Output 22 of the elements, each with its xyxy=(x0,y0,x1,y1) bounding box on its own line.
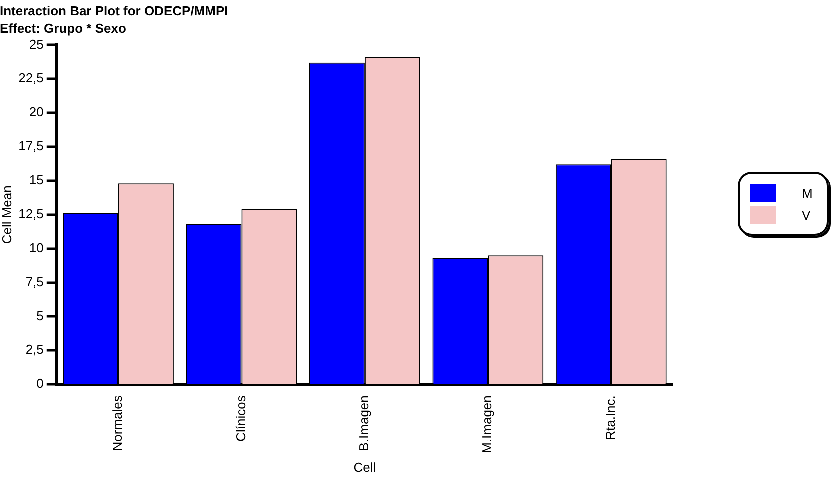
x-axis-title: Cell xyxy=(354,460,376,475)
y-tick-label: 25 xyxy=(29,36,44,52)
x-tick-label: Clínicos xyxy=(233,395,248,442)
x-tick-label: B.Imagen xyxy=(356,396,372,452)
y-tick-label: 7,5 xyxy=(26,274,44,290)
y-tick-label: 10 xyxy=(29,240,44,256)
y-axis-title: Cell Mean xyxy=(0,186,14,244)
legend-label: V xyxy=(802,208,811,222)
legend-label: M xyxy=(802,186,813,200)
x-tick-label: Normales xyxy=(110,395,126,452)
y-tick-label: 2,5 xyxy=(26,342,44,358)
x-tick-label: M.Imagen xyxy=(480,396,495,454)
x-tick-label: Rta.Inc. xyxy=(602,396,618,440)
y-tick-label: 17,5 xyxy=(18,138,44,154)
y-tick-label: 20 xyxy=(29,104,44,120)
y-tick-label: 15 xyxy=(29,172,44,188)
y-tick-label: 5 xyxy=(36,308,44,324)
y-tick-label: 12,5 xyxy=(18,206,44,222)
y-tick-label: 22,5 xyxy=(18,70,44,86)
chart-title: Interaction Bar Plot for ODECP/MMPI xyxy=(0,3,228,18)
chart-subtitle: Effect: Grupo * Sexo xyxy=(0,20,126,36)
y-tick-label: 0 xyxy=(36,376,44,392)
